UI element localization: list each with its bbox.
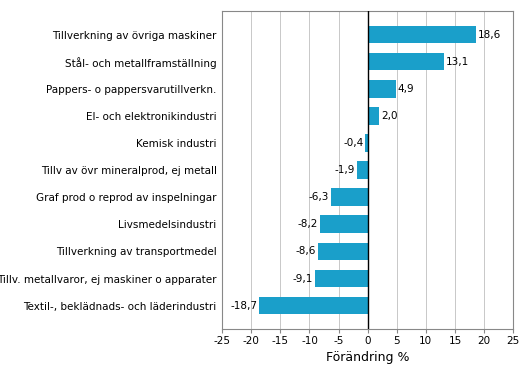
Bar [320, 215, 368, 233]
X-axis label: Förändring %: Förändring % [326, 352, 409, 364]
Text: -8,2: -8,2 [298, 219, 318, 229]
Text: -9,1: -9,1 [293, 274, 313, 284]
Text: -18,7: -18,7 [230, 301, 257, 311]
Bar [259, 297, 368, 314]
Text: -8,6: -8,6 [296, 246, 316, 256]
Bar [331, 188, 368, 206]
Text: 2,0: 2,0 [381, 111, 397, 121]
Bar [317, 243, 368, 260]
Text: -6,3: -6,3 [309, 192, 329, 202]
Bar [357, 161, 368, 179]
Text: 13,1: 13,1 [445, 57, 469, 67]
Bar [366, 134, 368, 152]
Bar [368, 80, 396, 98]
Text: -0,4: -0,4 [343, 138, 363, 148]
Text: 4,9: 4,9 [398, 84, 415, 94]
Text: 18,6: 18,6 [478, 29, 501, 40]
Bar [368, 26, 476, 43]
Bar [368, 53, 444, 70]
Bar [368, 107, 379, 125]
Text: -1,9: -1,9 [334, 165, 355, 175]
Bar [315, 270, 368, 287]
